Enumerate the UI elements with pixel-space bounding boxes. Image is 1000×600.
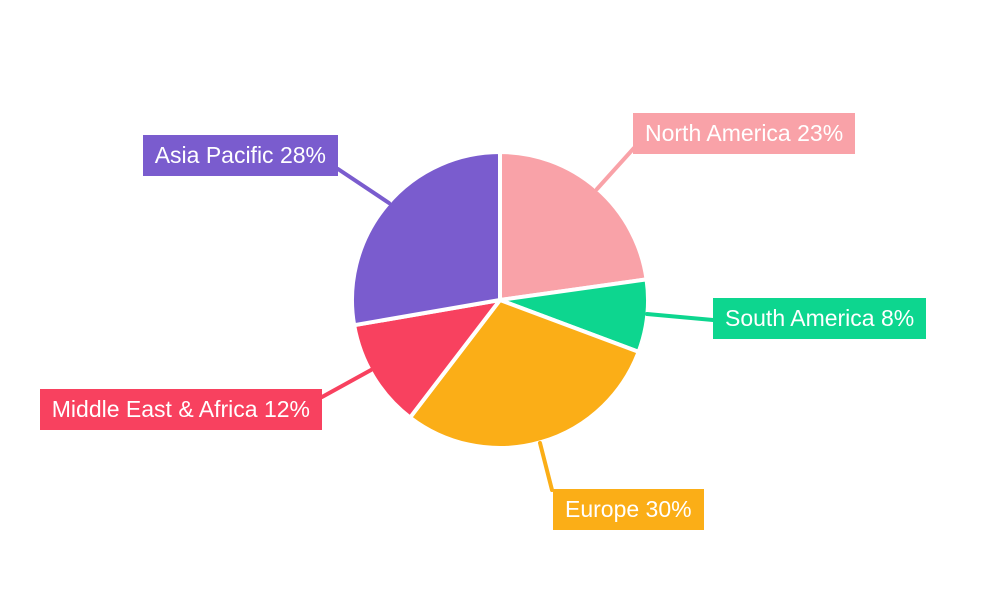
pie-label-middle-east-africa: Middle East & Africa 12% [39, 389, 322, 430]
leader-line-middle-east-africa [320, 368, 373, 399]
leader-line-europe [538, 441, 554, 492]
leader-line-south-america [645, 312, 715, 322]
pie-label-south-america: South America 8% [713, 298, 927, 339]
pie-label-asia-pacific: Asia Pacific 28% [142, 135, 338, 176]
pie-slice-asia-pacific[interactable] [350, 150, 502, 328]
leader-line-asia-pacific [336, 167, 391, 205]
pie-slice-north-america[interactable] [498, 150, 649, 302]
pie-label-europe: Europe 30% [553, 489, 704, 530]
pie-label-north-america: North America 23% [633, 113, 856, 154]
leader-line-north-america [595, 146, 636, 191]
pie-slice-middle-east-africa[interactable] [352, 298, 502, 420]
